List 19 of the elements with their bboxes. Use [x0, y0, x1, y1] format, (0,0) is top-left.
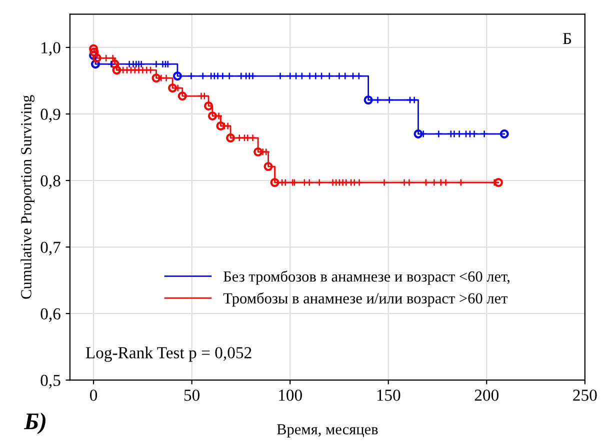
y-tick-label: 1,0 [42, 42, 60, 56]
y-axis-title: Cumulative Proportion Surviving [20, 95, 35, 299]
x-tick-label: 50 [184, 390, 200, 401]
x-tick-label: 100 [279, 390, 302, 401]
legend-label: Без тромбозов в анамнезе и возраст <60 лет, [224, 270, 510, 285]
x-tick-label: 150 [377, 390, 400, 401]
text: Б) [24, 412, 46, 434]
legend-label: Тромбозы в анамнезе и/или возраст >60 лет [223, 292, 508, 307]
annotation: Б [562, 33, 572, 44]
x-tick-label: 0 [90, 390, 98, 401]
x-tick-label: 200 [474, 390, 498, 401]
y-tick-label: 0,9 [40, 108, 60, 122]
y-tick-label: 0,6 [40, 308, 60, 322]
annotation: Log-Rank Test p = 0,052 [86, 346, 252, 362]
y-tick-label: 0,7 [40, 242, 60, 256]
x-tick-label: 250 [573, 390, 597, 401]
x-axis-title: Время, месяцев [276, 424, 378, 438]
y-tick-label: 0,5 [40, 374, 60, 388]
y-tick-label: 0,8 [40, 175, 60, 189]
